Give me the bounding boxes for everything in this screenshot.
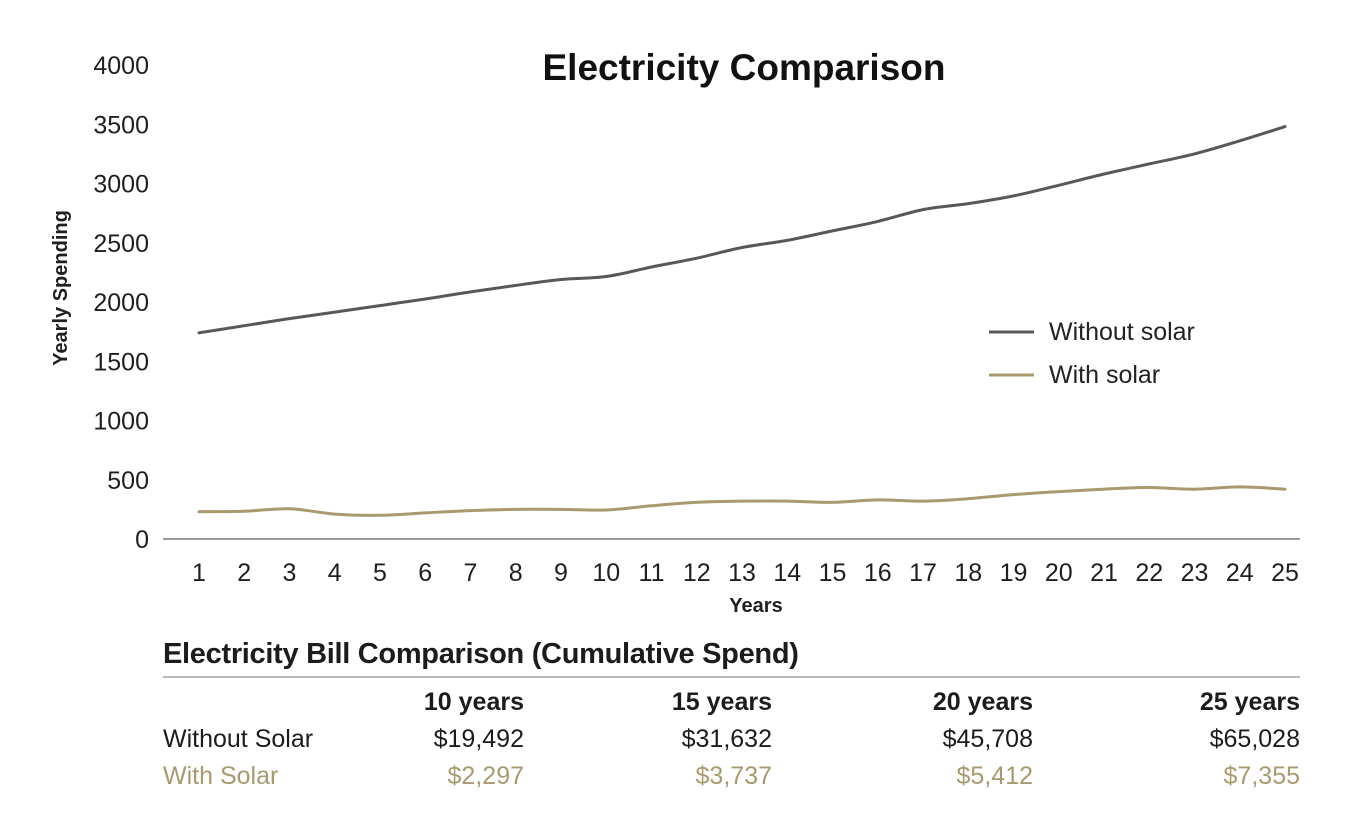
x-tick-label: 8 bbox=[509, 559, 523, 587]
table-header-row: 10 years 15 years 20 years 25 years bbox=[163, 684, 1300, 721]
table-header-cell: 20 years bbox=[932, 688, 1033, 716]
comparison-table: 10 years 15 years 20 years 25 years With… bbox=[163, 684, 1300, 795]
cumulative-spend-table: Electricity Bill Comparison (Cumulative … bbox=[163, 636, 1300, 795]
series-lines bbox=[197, 125, 1287, 517]
x-tick-label: 21 bbox=[1090, 559, 1118, 587]
x-tick-label: 17 bbox=[909, 559, 937, 587]
x-tick-label: 1 bbox=[192, 559, 206, 587]
x-tick-label: 11 bbox=[639, 559, 665, 587]
legend: Without solar With solar bbox=[989, 318, 1195, 389]
x-tick-label: 7 bbox=[464, 559, 478, 587]
table-cell: $31,632 bbox=[681, 725, 772, 753]
x-tick-label: 14 bbox=[773, 559, 801, 587]
x-tick-label: 22 bbox=[1135, 559, 1163, 587]
table-row-with-solar: With Solar $2,297 $3,737 $5,412 $7,355 bbox=[163, 758, 1300, 795]
series-line-without-solar bbox=[197, 125, 1287, 335]
table-title: Electricity Bill Comparison (Cumulative … bbox=[163, 638, 799, 670]
chart-title: Electricity Comparison bbox=[542, 47, 945, 88]
table-cell: $65,028 bbox=[1209, 725, 1300, 753]
table-header-cell: 25 years bbox=[1199, 688, 1300, 716]
y-axis-ticks: 0 500 1000 1500 2000 2500 3000 3500 4000 bbox=[93, 52, 149, 554]
y-tick-label: 2000 bbox=[93, 289, 149, 317]
y-tick-label: 3500 bbox=[93, 111, 149, 139]
x-tick-label: 24 bbox=[1226, 559, 1254, 587]
table-cell: $3,737 bbox=[695, 762, 772, 790]
x-tick-label: 4 bbox=[328, 559, 342, 587]
x-tick-label: 13 bbox=[728, 559, 756, 587]
y-tick-label: 0 bbox=[135, 526, 149, 554]
table-header-cell: 10 years bbox=[423, 688, 524, 716]
line-chart: Electricity Comparison 0 500 1000 1500 2000 2… bbox=[50, 47, 1300, 617]
x-tick-label: 3 bbox=[283, 559, 297, 587]
table-row-without-solar: Without Solar $19,492 $31,632 $45,708 $6… bbox=[163, 721, 1300, 758]
x-tick-label: 25 bbox=[1271, 559, 1299, 587]
y-tick-label: 1000 bbox=[93, 408, 149, 436]
x-tick-label: 23 bbox=[1181, 559, 1209, 587]
series-line-with-solar bbox=[197, 485, 1287, 517]
x-tick-label: 10 bbox=[592, 559, 620, 587]
table-header-cell: 15 years bbox=[671, 688, 772, 716]
x-tick-label: 6 bbox=[418, 559, 432, 587]
row-label: With Solar bbox=[163, 762, 279, 790]
table-divider bbox=[163, 676, 1300, 678]
x-tick-label: 15 bbox=[819, 559, 847, 587]
y-tick-label: 500 bbox=[107, 467, 149, 495]
x-tick-label: 18 bbox=[954, 559, 982, 587]
table-header-cell bbox=[163, 684, 363, 721]
y-tick-label: 3000 bbox=[93, 171, 149, 199]
x-axis-ticks: 1 2 3 4 5 6 7 8 9 10 11 12 13 14 15 16 17 18 19 20 21 22 23 24 2… bbox=[192, 559, 1299, 587]
x-tick-label: 5 bbox=[373, 559, 387, 587]
x-tick-label: 12 bbox=[683, 559, 711, 587]
x-tick-label: 20 bbox=[1045, 559, 1073, 587]
table-cell: $19,492 bbox=[433, 725, 524, 753]
row-label: Without Solar bbox=[163, 725, 314, 753]
y-tick-label: 2500 bbox=[93, 230, 149, 258]
table-cell: $5,412 bbox=[956, 762, 1033, 790]
y-tick-label: 1500 bbox=[93, 348, 149, 376]
y-tick-label: 4000 bbox=[93, 52, 149, 80]
legend-label-with-solar: With solar bbox=[1049, 361, 1160, 389]
legend-label-without-solar: Without solar bbox=[1049, 318, 1195, 346]
x-tick-label: 2 bbox=[237, 559, 251, 587]
x-tick-label: 19 bbox=[1000, 559, 1028, 587]
x-tick-label: 9 bbox=[554, 559, 568, 587]
x-axis-title: Years bbox=[729, 595, 782, 617]
table-cell: $2,297 bbox=[447, 762, 524, 790]
y-axis-title: Yearly Spending bbox=[50, 210, 72, 366]
x-tick-label: 16 bbox=[864, 559, 892, 587]
table-cell: $45,708 bbox=[942, 725, 1033, 753]
table-cell: $7,355 bbox=[1223, 762, 1300, 790]
